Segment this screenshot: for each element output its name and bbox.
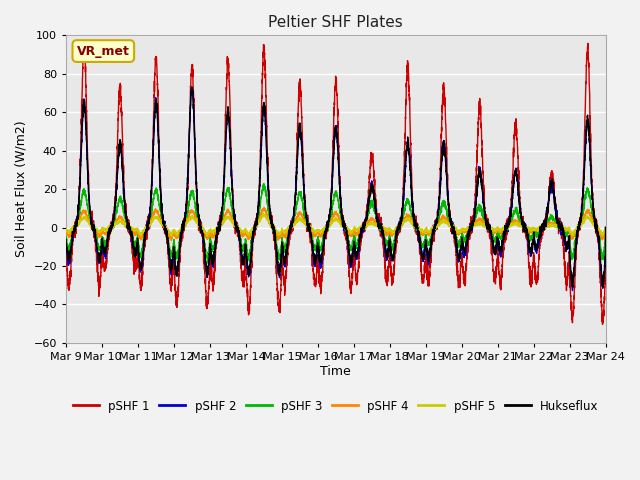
Legend: pSHF 1, pSHF 2, pSHF 3, pSHF 4, pSHF 5, Hukseflux: pSHF 1, pSHF 2, pSHF 3, pSHF 4, pSHF 5, … — [68, 395, 604, 417]
X-axis label: Time: Time — [321, 365, 351, 378]
Title: Peltier SHF Plates: Peltier SHF Plates — [268, 15, 403, 30]
Text: VR_met: VR_met — [77, 45, 130, 58]
Y-axis label: Soil Heat Flux (W/m2): Soil Heat Flux (W/m2) — [15, 121, 28, 257]
